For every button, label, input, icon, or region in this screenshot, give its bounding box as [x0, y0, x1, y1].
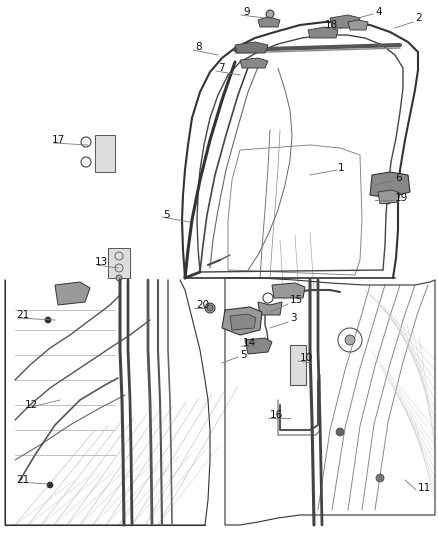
Polygon shape: [230, 314, 256, 330]
Polygon shape: [240, 58, 268, 68]
Circle shape: [45, 317, 51, 323]
Text: 5: 5: [240, 350, 247, 360]
Text: 6: 6: [395, 173, 402, 183]
Text: 19: 19: [395, 193, 408, 203]
Circle shape: [376, 474, 384, 482]
Polygon shape: [55, 282, 90, 305]
Circle shape: [47, 482, 53, 488]
Polygon shape: [258, 302, 282, 315]
Circle shape: [384, 196, 392, 204]
Circle shape: [207, 305, 213, 311]
Polygon shape: [272, 283, 305, 298]
Polygon shape: [348, 20, 368, 30]
Text: 9: 9: [243, 7, 250, 17]
Text: 15: 15: [290, 295, 303, 305]
Text: 17: 17: [52, 135, 65, 145]
Polygon shape: [235, 42, 268, 53]
Text: 13: 13: [95, 257, 108, 267]
Polygon shape: [308, 27, 338, 38]
Polygon shape: [245, 338, 272, 354]
Circle shape: [266, 10, 274, 18]
Circle shape: [336, 428, 344, 436]
Text: 5: 5: [163, 210, 170, 220]
Text: 21: 21: [16, 310, 29, 320]
Polygon shape: [258, 17, 280, 27]
Text: 16: 16: [270, 410, 283, 420]
Text: 14: 14: [243, 338, 256, 348]
Polygon shape: [370, 172, 410, 198]
Text: 11: 11: [418, 483, 431, 493]
Circle shape: [205, 303, 215, 313]
Text: 21: 21: [16, 475, 29, 485]
Text: 10: 10: [300, 353, 313, 363]
Bar: [108, 248, 130, 278]
Circle shape: [345, 335, 355, 345]
Text: 3: 3: [290, 313, 297, 323]
Text: 7: 7: [218, 63, 225, 73]
Circle shape: [116, 275, 122, 281]
Text: 18: 18: [325, 20, 338, 30]
Text: 12: 12: [25, 400, 38, 410]
Polygon shape: [222, 307, 262, 335]
Polygon shape: [95, 135, 115, 172]
Bar: [290, 345, 306, 385]
Text: 1: 1: [338, 163, 345, 173]
Text: 2: 2: [415, 13, 422, 23]
Polygon shape: [330, 15, 360, 28]
Polygon shape: [378, 190, 400, 204]
Text: 20: 20: [196, 300, 209, 310]
Text: 4: 4: [375, 7, 381, 17]
Text: 8: 8: [195, 42, 201, 52]
